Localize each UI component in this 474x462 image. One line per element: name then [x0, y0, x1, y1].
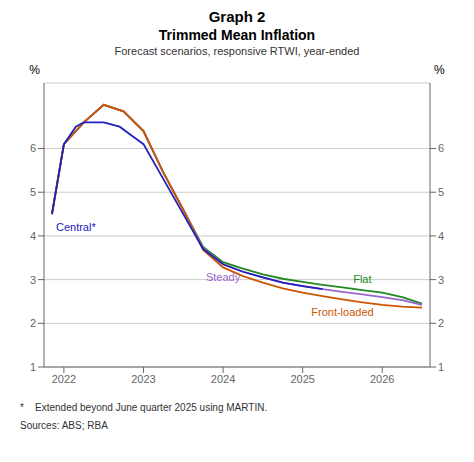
- svg-text:3: 3: [30, 274, 36, 286]
- html-text:* Extended beyond June quarter: * Extended beyond June quarter 2025 usin…: [20, 402, 268, 413]
- svg-text:2022: 2022: [52, 373, 76, 385]
- svg-text:Front-loaded: Front-loaded: [311, 306, 373, 318]
- html-text:Forecast scenarios, responsive: Forecast scenarios, responsive RTWI, yea…: [114, 45, 360, 57]
- svg-text:2026: 2026: [370, 373, 394, 385]
- svg-text:Steady: Steady: [206, 271, 241, 283]
- html-text:Graph 2: Graph 2: [208, 8, 266, 25]
- svg-text:6: 6: [438, 142, 444, 154]
- svg-text:2: 2: [438, 317, 444, 329]
- svg-text:4: 4: [30, 230, 36, 242]
- svg-text:6: 6: [30, 142, 36, 154]
- svg-text:5: 5: [30, 186, 36, 198]
- svg-text:5: 5: [438, 186, 444, 198]
- svg-text:Central*: Central*: [56, 221, 96, 233]
- svg-text:Flat: Flat: [353, 273, 371, 285]
- svg-text:1: 1: [30, 361, 36, 373]
- html-text:Sources: ABS; RBA: Sources: ABS; RBA: [20, 420, 108, 431]
- svg-text:3: 3: [438, 274, 444, 286]
- svg-text:2023: 2023: [131, 373, 155, 385]
- svg-text:2: 2: [30, 317, 36, 329]
- svg-text:2024: 2024: [211, 373, 235, 385]
- svg-text:4: 4: [438, 230, 444, 242]
- svg-text:1: 1: [438, 361, 444, 373]
- svg-text:2025: 2025: [290, 373, 314, 385]
- html-text:Trimmed Mean Inflation: Trimmed Mean Inflation: [158, 27, 316, 43]
